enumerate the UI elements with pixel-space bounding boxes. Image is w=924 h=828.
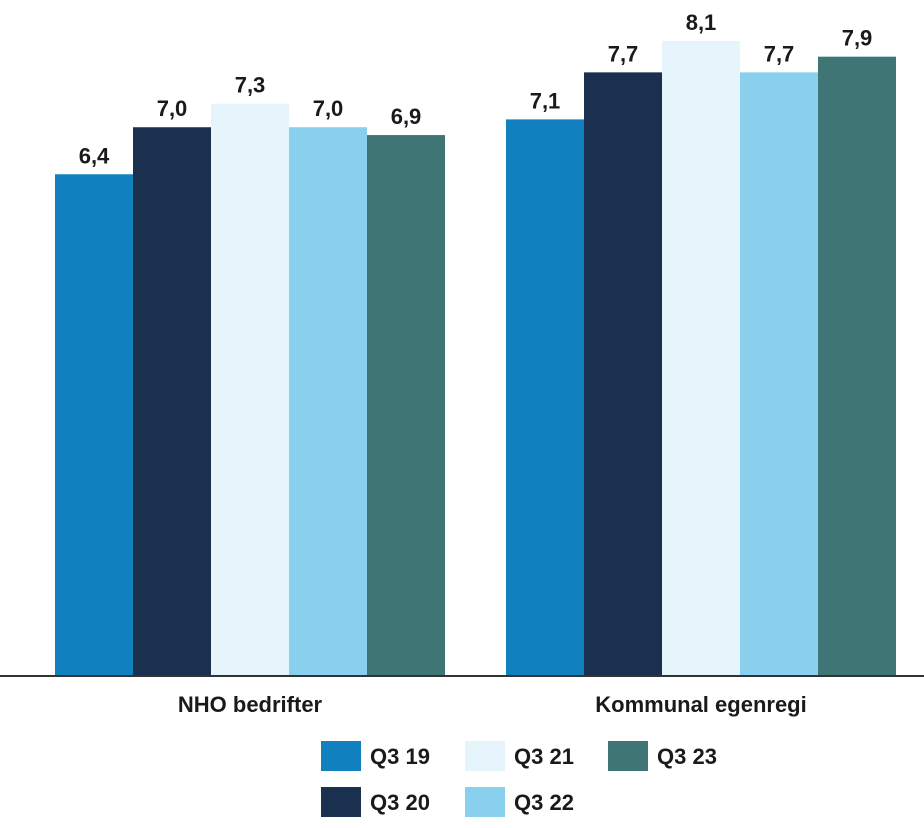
- bar-1-1: [55, 174, 133, 676]
- legend-label-5: Q3 23: [657, 744, 717, 769]
- data-label-2-2: 7,7: [608, 41, 639, 66]
- data-label-1-3: 7,3: [235, 73, 266, 98]
- bar-2-3: [662, 41, 740, 676]
- data-label-1-5: 6,9: [391, 104, 422, 129]
- bars-group: [55, 41, 896, 677]
- bar-2-2: [584, 72, 662, 676]
- bar-1-3: [211, 103, 289, 676]
- bar-1-4: [289, 127, 367, 677]
- legend-swatch-4: [465, 787, 505, 817]
- data-label-2-3: 8,1: [686, 10, 717, 35]
- bar-1-5: [367, 135, 445, 676]
- data-label-2-1: 7,1: [530, 88, 561, 113]
- data-label-1-4: 7,0: [313, 96, 344, 121]
- legend-swatch-2: [321, 787, 361, 817]
- data-label-1-1: 6,4: [79, 143, 110, 168]
- legend-swatch-3: [465, 741, 505, 771]
- bar-1-2: [133, 127, 211, 677]
- legend-label-1: Q3 19: [370, 744, 430, 769]
- bar-2-4: [740, 72, 818, 676]
- data-labels-group: 6,4 7,0 7,3 7,0 6,9 7,1 7,7 8,1 7,7 7,9: [79, 10, 873, 168]
- legend-swatch-1: [321, 741, 361, 771]
- legend-label-2: Q3 20: [370, 790, 430, 815]
- bar-2-1: [506, 119, 584, 676]
- legend: Q3 19 Q3 20 Q3 21 Q3 22 Q3 23: [321, 741, 717, 817]
- data-label-2-5: 7,9: [842, 26, 873, 51]
- legend-label-4: Q3 22: [514, 790, 574, 815]
- legend-swatch-5: [608, 741, 648, 771]
- data-label-1-2: 7,0: [157, 96, 188, 121]
- category-label-1: NHO bedrifter: [178, 692, 323, 717]
- category-label-2: Kommunal egenregi: [595, 692, 806, 717]
- category-labels-group: NHO bedrifter Kommunal egenregi: [178, 692, 807, 717]
- bar-2-5: [818, 56, 896, 676]
- data-label-2-4: 7,7: [764, 41, 795, 66]
- legend-label-3: Q3 21: [514, 744, 574, 769]
